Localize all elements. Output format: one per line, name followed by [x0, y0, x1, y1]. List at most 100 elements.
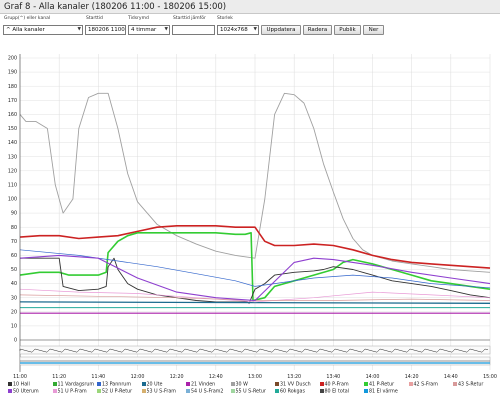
- legend-item[interactable]: 81 El värme: [364, 389, 398, 395]
- series-line-41-p-retur: [19, 232, 491, 302]
- period-select[interactable]: 4 timmar ▼: [128, 25, 170, 35]
- legend-swatch: [186, 382, 190, 386]
- legend-swatch: [52, 389, 57, 393]
- legend-swatch: [408, 382, 413, 386]
- legend-label: 43 S-Retur: [458, 382, 484, 388]
- axes: 0 10 20 30 40 50 60 70 80 90 100 110 120 130 140 150 160…: [8, 54, 497, 380]
- series-line-51-u-p-fram: [19, 288, 491, 303]
- legend-item[interactable]: 31 VV Dusch: [275, 382, 311, 388]
- legend-item[interactable]: 10 Hall: [8, 382, 30, 388]
- power-strips: [19, 345, 491, 366]
- legend-swatch: [8, 389, 12, 393]
- legend-item[interactable]: 41 P-Retur: [364, 382, 394, 388]
- legend-item[interactable]: 21 Vinden: [186, 382, 215, 388]
- legend-label: 53 U S-Fram: [146, 389, 176, 395]
- x-tick-label: 13:40: [326, 374, 340, 380]
- y-tick-label: 130: [8, 154, 17, 160]
- legend-label: 52 U P-Retur: [102, 389, 133, 395]
- y-tick-label: 0: [14, 338, 17, 344]
- legend-swatch: [97, 389, 101, 393]
- y-tick-label: 10: [11, 324, 17, 330]
- page-title: Graf 8 - Alla kanaler (180206 11:00 - 18…: [0, 0, 500, 14]
- legend: 10 Hall 11 Vardagsrum 13 Pannrum 20 Ute 21 V…: [8, 382, 498, 396]
- legend-swatch: [52, 382, 57, 386]
- start-label: Starttid: [86, 16, 103, 21]
- y-tick-label: 110: [8, 183, 17, 189]
- publish-button[interactable]: Publik: [334, 25, 361, 35]
- legend-item[interactable]: 40 P-Fram: [319, 382, 349, 388]
- legend-swatch: [230, 382, 235, 386]
- legend-swatch: [453, 382, 457, 386]
- legend-item[interactable]: 50 Uterum: [8, 389, 39, 395]
- legend-item[interactable]: 55 U S-Retur: [230, 389, 266, 395]
- x-tick-label: 12:40: [209, 374, 223, 380]
- y-tick-label: 90: [11, 211, 17, 217]
- y-tick-label: 190: [8, 70, 17, 76]
- legend-label: 51 U P-Fram: [57, 389, 87, 395]
- y-tick-label: 160: [8, 112, 17, 118]
- y-tick-label: 70: [11, 239, 17, 245]
- x-tick-label: 11:20: [52, 374, 66, 380]
- legend-label: 21 Vinden: [191, 382, 216, 388]
- y-tick-label: 180: [8, 84, 17, 90]
- legend-swatch: [275, 382, 279, 386]
- legend-label: 40 P-Fram: [324, 382, 349, 388]
- legend-item[interactable]: 51 U P-Fram: [52, 389, 87, 395]
- legend-item[interactable]: 43 S-Retur: [453, 382, 483, 388]
- y-tick-label: 150: [8, 126, 17, 132]
- legend-label: 10 Hall: [13, 382, 30, 388]
- x-tick-label: 14:40: [444, 374, 458, 380]
- legend-label: 54 U S-Fram2: [191, 389, 224, 395]
- legend-label: 55 U S-Retur: [235, 389, 266, 395]
- group-select-value: ^ Alla kanaler: [6, 27, 45, 33]
- period-select-value: 4 timmar: [131, 27, 157, 33]
- down-button[interactable]: Ner: [363, 25, 384, 35]
- legend-row: 10 Hall 11 Vardagsrum 13 Pannrum 20 Ute 21 V…: [8, 382, 498, 389]
- legend-row: 50 Uterum 51 U P-Fram 52 U P-Retur 53 U S-F…: [8, 389, 498, 396]
- legend-item[interactable]: 52 U P-Retur: [97, 389, 132, 395]
- power-strip-total-line: [19, 348, 489, 353]
- size-select[interactable]: 1024x768 ▼: [217, 25, 259, 35]
- legend-swatch: [141, 382, 146, 386]
- legend-item[interactable]: 53 U S-Fram: [141, 389, 176, 395]
- x-tick-label: 11:40: [91, 374, 105, 380]
- y-tick-label: 20: [11, 309, 17, 315]
- series-group: [19, 92, 491, 314]
- legend-item[interactable]: 80 El total: [319, 389, 349, 395]
- legend-swatch: [319, 382, 324, 386]
- y-tick-label: 50: [11, 267, 17, 273]
- legend-item[interactable]: 13 Pannrum: [97, 382, 131, 388]
- update-button[interactable]: Uppdatera: [261, 25, 301, 35]
- legend-item[interactable]: 20 Ute: [141, 382, 162, 388]
- start-time-input[interactable]: 180206 1100: [85, 25, 126, 35]
- x-tick-label: 13:20: [287, 374, 301, 380]
- series-line-40-p-fram: [19, 225, 491, 269]
- legend-label: 81 El värme: [369, 389, 398, 395]
- chevron-down-icon: ▼: [253, 27, 257, 32]
- y-tick-label: 140: [8, 140, 17, 146]
- legend-item[interactable]: 30 W: [230, 382, 248, 388]
- size-select-value: 1024x768: [220, 27, 248, 33]
- legend-item[interactable]: 54 U S-Fram2: [186, 389, 224, 395]
- legend-swatch: [319, 389, 324, 393]
- chevron-down-icon: ▼: [164, 27, 168, 32]
- legend-item[interactable]: 11 Vardagsrum: [52, 382, 94, 388]
- legend-label: 41 P-Retur: [369, 382, 395, 388]
- x-tick-label: 12:00: [131, 374, 145, 380]
- legend-swatch: [364, 389, 368, 393]
- legend-swatch: [8, 382, 12, 386]
- legend-swatch: [230, 389, 235, 393]
- x-tick-label: 14:20: [405, 374, 419, 380]
- x-tick-label: 15:00: [483, 374, 497, 380]
- y-tick-label: 200: [8, 56, 17, 62]
- legend-item[interactable]: 60 Rokgas: [275, 389, 305, 395]
- legend-swatch: [275, 389, 279, 393]
- group-select[interactable]: ^ Alla kanaler ▼: [3, 25, 83, 35]
- legend-item[interactable]: 42 S-Fram: [408, 382, 438, 388]
- legend-label: 50 Uterum: [13, 389, 39, 395]
- clear-button[interactable]: Radera: [303, 25, 332, 35]
- legend-label: 13 Pannrum: [102, 382, 132, 388]
- compare-time-input[interactable]: [172, 25, 215, 35]
- legend-label: 42 S-Fram: [413, 382, 438, 388]
